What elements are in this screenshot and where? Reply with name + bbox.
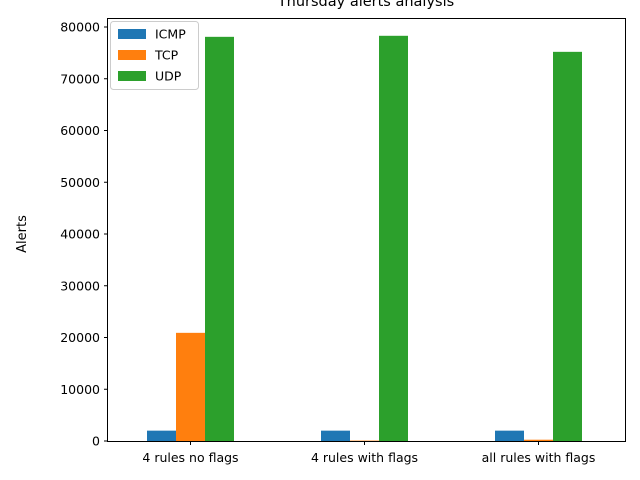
legend-swatch-icmp (118, 29, 146, 39)
y-axis-ticks: 0 10000 20000 30000 40000 50000 60000 70000 8000… (60, 20, 108, 449)
legend: ICMP TCP UDP (110, 21, 199, 90)
legend-swatch-tcp (118, 50, 146, 60)
y-tick-label: 20000 (60, 330, 100, 345)
y-tick-label: 80000 (60, 20, 100, 35)
y-tick-label: 70000 (60, 71, 100, 86)
bar-udp-2 (553, 51, 582, 442)
legend-label-udp: UDP (155, 69, 182, 84)
x-tick-label: 4 rules no flags (142, 450, 238, 465)
x-tick-label: 4 rules with flags (311, 450, 418, 465)
bar-udp-1 (379, 35, 408, 442)
y-tick-label: 30000 (60, 278, 100, 293)
bar-tcp-1 (350, 440, 379, 442)
bar-tcp-2 (524, 439, 553, 441)
legend-label-icmp: ICMP (155, 27, 186, 42)
y-tick-label: 10000 (60, 382, 100, 397)
legend-label-tcp: TCP (154, 48, 179, 63)
bars-group (147, 35, 582, 442)
bar-tcp-0 (176, 332, 205, 441)
x-tick-label: all rules with flags (482, 450, 596, 465)
bar-udp-0 (205, 36, 234, 442)
legend-swatch-udp (118, 71, 146, 81)
y-tick-label: 40000 (60, 227, 100, 242)
bar-icmp-0 (147, 430, 176, 441)
x-axis-ticks: 4 rules no flags 4 rules with flags all ru… (142, 441, 595, 465)
y-tick-label: 60000 (60, 123, 100, 138)
y-tick-label: 0 (92, 434, 100, 449)
bar-icmp-2 (495, 430, 524, 441)
chart-title: Thursday alerts analysis (277, 0, 454, 10)
y-tick-label: 50000 (60, 175, 100, 190)
y-axis-label: Alerts (15, 215, 30, 253)
plot-frame (107, 18, 626, 442)
bar-icmp-1 (321, 430, 350, 441)
